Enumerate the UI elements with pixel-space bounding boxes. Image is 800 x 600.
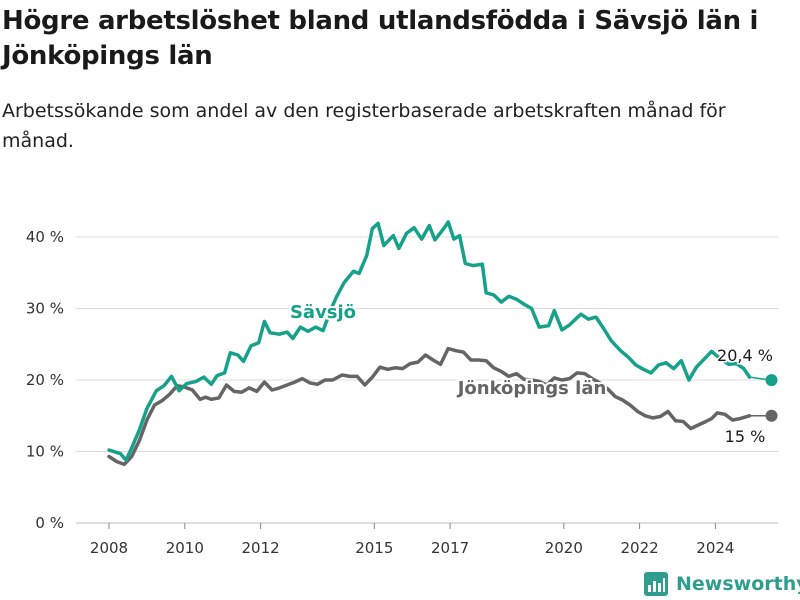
page-title: Högre arbetslöshet bland utlandsfödda i … [2,6,759,71]
y-tick-label: 30 % [26,300,64,318]
x-tick-label: 2024 [696,539,734,557]
x-tick-label: 2015 [355,539,393,557]
end-marker-1 [765,409,778,422]
x-tick-label: 2020 [545,539,583,557]
y-tick-label: 10 % [26,443,64,461]
x-tick-label: 2022 [621,539,659,557]
series-name-label-0: Sävsjö [290,302,356,323]
end-marker-0 [765,374,778,387]
x-tick-label: 2010 [166,539,204,557]
label-layer: Sävsjö Jönköpings län 20,4 % 15 % [288,300,775,448]
grid-layer: 0 % 10 % 20 % 30 % 40 % 2008 2010 2012 2015 2017 2… [26,228,778,557]
brand-logo[interactable]: Newsworthy [644,569,800,599]
chart-subtitle: Arbetssökande som andel av den registerb… [2,100,726,152]
y-tick-label: 40 % [26,228,64,246]
x-tick-label: 2008 [90,539,128,557]
y-tick-label: 0 % [35,514,64,532]
y-tick-label: 20 % [26,371,64,389]
series-line-1 [107,346,752,467]
series-name-label-1: Jönköpings län [456,378,607,399]
end-value-label-1: 15 % [725,427,766,446]
series-line-0 [107,220,752,462]
bar-chart-logo-icon [644,572,668,596]
x-tick-label: 2017 [431,539,469,557]
series-layer [107,220,778,467]
end-value-label-0: 20,4 % [717,346,773,365]
x-tick-label: 2012 [242,539,280,557]
brand-name: Newsworthy [676,573,800,595]
